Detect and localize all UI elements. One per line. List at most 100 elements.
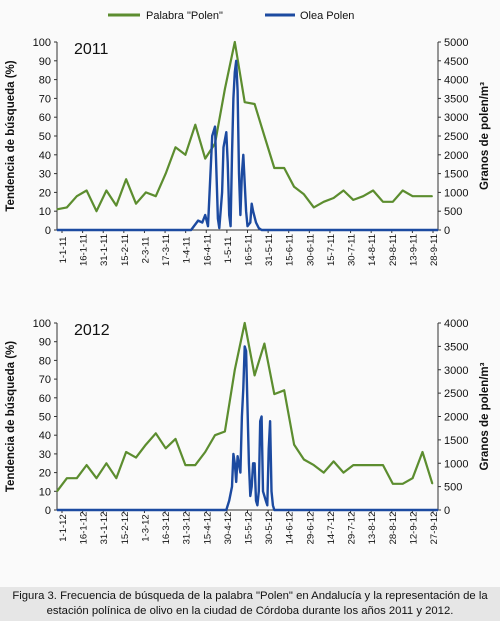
data-point — [283, 167, 285, 169]
data-point — [437, 509, 439, 511]
x-tick-label: 30-5-12 — [264, 512, 275, 545]
data-point — [225, 131, 227, 133]
y-tick-label: 80 — [39, 355, 51, 367]
chart-1: 0102030405060708090100050010001500200025… — [5, 318, 491, 544]
data-point — [333, 460, 335, 462]
data-point — [207, 225, 209, 227]
y-axis-title: Tendencia de búsqueda (%) — [5, 341, 17, 492]
legend: Palabra "Polen" Olea Polen — [108, 10, 354, 22]
data-point — [125, 178, 127, 180]
x-tick-label: 14-6-12 — [285, 512, 296, 545]
data-point — [224, 430, 226, 433]
data-point — [228, 500, 230, 502]
data-point — [66, 477, 68, 479]
data-point — [184, 154, 186, 156]
data-point — [217, 218, 219, 220]
data-point — [273, 509, 275, 511]
data-point — [237, 455, 239, 457]
data-point — [392, 483, 394, 485]
x-tick-label: 1-3-12 — [140, 514, 151, 541]
data-point — [242, 154, 244, 156]
x-tick-label: 1-4-11 — [182, 237, 193, 264]
y2-tick-label: 3500 — [444, 341, 468, 353]
data-point — [214, 434, 216, 436]
x-tick-label: 13-9-11 — [408, 234, 419, 266]
data-point — [263, 343, 265, 345]
data-point — [273, 167, 275, 169]
data-point — [323, 472, 325, 474]
data-point — [265, 500, 267, 502]
data-point — [313, 464, 315, 466]
x-tick-label: 31-1-11 — [99, 234, 110, 266]
data-point — [293, 444, 295, 446]
data-point — [362, 195, 364, 197]
data-point — [155, 432, 157, 434]
data-point — [194, 124, 196, 126]
data-point — [283, 389, 285, 391]
data-point — [230, 225, 232, 227]
data-point — [342, 472, 345, 474]
data-point — [241, 415, 243, 418]
data-point — [261, 415, 263, 418]
x-tick-label: 15-5-12 — [244, 512, 255, 545]
y2-tick-label: 0 — [444, 225, 450, 237]
data-point — [234, 71, 236, 73]
data-point — [56, 490, 58, 492]
y2-tick-label: 2000 — [444, 412, 468, 424]
y-tick-label: 40 — [39, 150, 51, 162]
x-tick-label: 16-1-12 — [79, 512, 90, 545]
data-point — [237, 90, 239, 92]
data-point — [231, 154, 233, 156]
data-point — [333, 197, 335, 199]
y-tick-label: 70 — [39, 93, 51, 105]
data-point — [145, 444, 147, 446]
y2-tick-label: 3500 — [444, 93, 468, 105]
data-point — [412, 477, 414, 479]
y2-tick-label: 1500 — [444, 169, 468, 181]
data-point — [245, 350, 247, 352]
data-point — [145, 191, 147, 193]
y-tick-label: 90 — [39, 337, 51, 349]
data-point — [421, 451, 424, 453]
data-point — [249, 495, 251, 497]
y-tick-label: 70 — [39, 374, 51, 386]
data-point — [262, 490, 264, 492]
data-point — [125, 451, 127, 453]
data-point — [190, 229, 192, 231]
y2-tick-label: 5000 — [444, 37, 468, 49]
x-tick-label: 30-4-12 — [223, 512, 234, 545]
x-tick-label: 16-3-12 — [161, 512, 172, 545]
x-tick-label: 30-7-11 — [347, 234, 358, 266]
data-point — [105, 462, 107, 464]
x-tick-label: 29-6-12 — [305, 512, 316, 545]
x-tick-label: 15-4-12 — [202, 512, 213, 545]
data-point — [252, 462, 254, 464]
x-tick-label: 29-8-11 — [388, 234, 399, 266]
data-point — [242, 387, 244, 389]
data-point — [431, 483, 433, 485]
data-point — [254, 462, 256, 464]
series-line-olea-polen — [57, 59, 438, 232]
data-point — [268, 448, 270, 450]
data-point — [218, 227, 220, 229]
data-point — [232, 97, 234, 99]
chart-year-title: 2011 — [74, 41, 109, 58]
data-point — [194, 464, 196, 466]
y2-tick-label: 500 — [444, 482, 462, 494]
data-point — [241, 173, 243, 175]
data-point — [239, 472, 241, 474]
data-point — [251, 203, 253, 205]
y2-tick-label: 1500 — [444, 435, 468, 447]
y-tick-label: 30 — [39, 169, 51, 181]
x-tick-label: 31-1-12 — [99, 512, 110, 545]
data-point — [254, 374, 256, 376]
x-tick-label: 2-3-11 — [140, 237, 151, 264]
data-point — [56, 229, 58, 231]
y-tick-label: 100 — [33, 37, 51, 49]
data-point — [259, 420, 261, 422]
y-tick-label: 60 — [39, 112, 51, 124]
y-tick-label: 10 — [39, 206, 51, 218]
data-point — [174, 438, 177, 440]
x-tick-label: 16-1-11 — [79, 234, 90, 266]
x-tick-label: 28-8-12 — [388, 512, 399, 545]
